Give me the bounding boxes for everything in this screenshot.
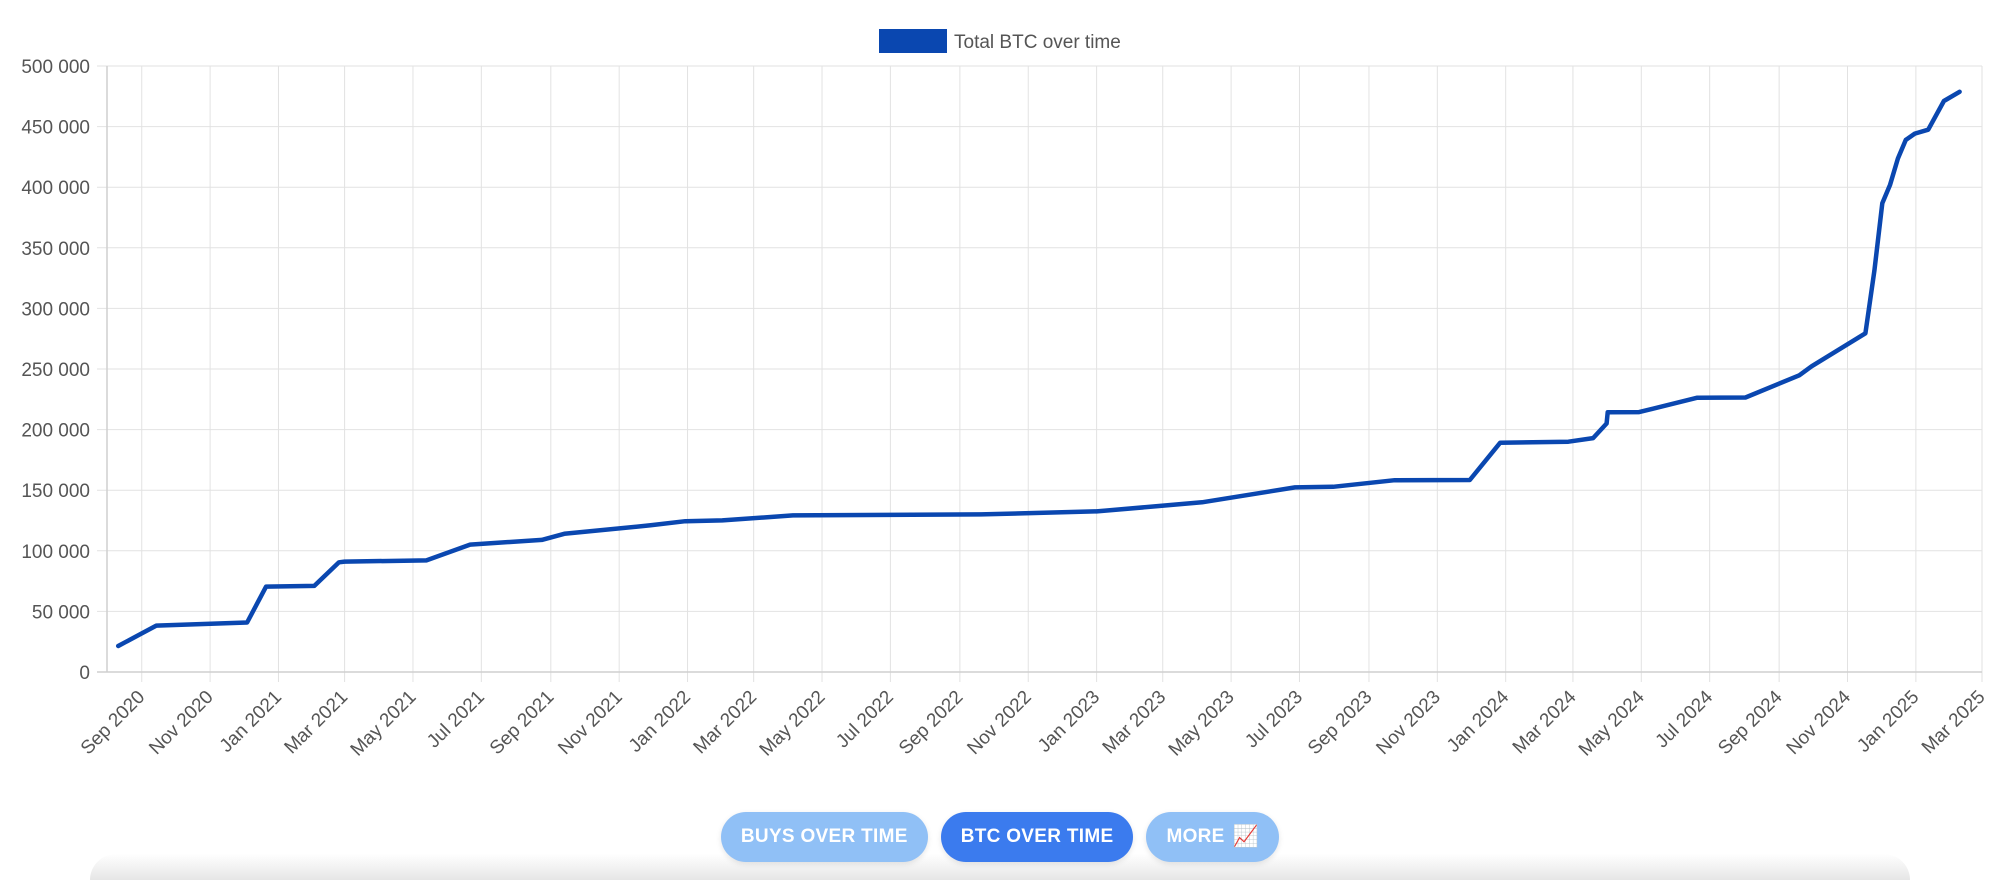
y-tick-label: 100 000	[21, 542, 90, 563]
y-tick-label: 250 000	[21, 360, 90, 381]
x-tick-label: Jul 2023	[1241, 687, 1307, 753]
chart-increasing-icon: 📈	[1232, 825, 1260, 848]
x-tick-label: May 2021	[347, 687, 421, 761]
btc-line-chart: Total BTC over time 0 50 000 100 000 150 00…	[21, 29, 1990, 761]
y-tick-label: 0	[79, 663, 90, 684]
legend-label: Total BTC over time	[954, 32, 1121, 53]
btc-over-time-button[interactable]: BTC OVER TIME	[940, 812, 1134, 862]
x-tick-label: Nov 2022	[963, 687, 1035, 759]
x-tick-label: Mar 2021	[281, 687, 353, 759]
chart-legend[interactable]: Total BTC over time	[879, 29, 1121, 53]
x-tick-label: Mar 2024	[1509, 686, 1581, 758]
more-label: MORE	[1166, 826, 1225, 847]
y-tick-label: 300 000	[21, 299, 90, 320]
x-tick-label: Sep 2024	[1714, 686, 1787, 759]
buys-over-time-label: BUYS OVER TIME	[740, 826, 908, 847]
x-tick-label: Nov 2021	[554, 687, 626, 759]
x-tick-label: Jan 2023	[1034, 687, 1104, 757]
x-tick-label: Mar 2025	[1918, 687, 1990, 759]
x-tick-label: Sep 2022	[895, 687, 967, 759]
y-tick-label: 350 000	[21, 239, 90, 260]
x-tick-label: Nov 2023	[1372, 687, 1444, 759]
x-tick-label: Jan 2025	[1853, 687, 1923, 757]
y-tick-label: 500 000	[21, 57, 90, 78]
x-tick-label: Mar 2023	[1099, 687, 1171, 759]
y-tick-label: 200 000	[21, 421, 90, 442]
x-tick-label: May 2023	[1165, 687, 1239, 761]
x-tick-label: Jul 2021	[423, 687, 489, 753]
x-tick-label: Jan 2021	[216, 687, 286, 757]
x-tick-label: Jul 2022	[832, 687, 898, 753]
x-tick-label: Nov 2024	[1783, 686, 1856, 759]
x-tick-label: Jan 2022	[625, 687, 695, 757]
btc-over-time-label: BTC OVER TIME	[960, 826, 1114, 847]
y-tick-label: 400 000	[21, 178, 90, 199]
x-tick-label: May 2022	[756, 687, 830, 761]
x-tick-label: Sep 2021	[486, 687, 558, 759]
series-line-total-btc[interactable]	[115, 89, 1962, 649]
y-tick-label: 50 000	[32, 602, 90, 623]
x-tick-label: Nov 2020	[145, 687, 217, 759]
buys-over-time-button[interactable]: BUYS OVER TIME	[720, 812, 928, 862]
y-tick-label: 150 000	[21, 481, 90, 502]
x-tick-label: May 2024	[1575, 686, 1649, 760]
more-button[interactable]: MORE 📈	[1146, 812, 1280, 862]
x-tick-label: Jan 2024	[1443, 686, 1513, 756]
chart-switch-buttons: BUYS OVER TIME BTC OVER TIME MORE 📈	[0, 812, 2000, 862]
y-tick-label: 450 000	[21, 118, 90, 139]
x-tick-label: Sep 2023	[1304, 687, 1376, 759]
legend-swatch	[879, 29, 947, 53]
x-tick-label: Sep 2020	[77, 687, 149, 759]
x-tick-label: Mar 2022	[690, 687, 762, 759]
x-tick-label: Jul 2024	[1652, 686, 1718, 752]
